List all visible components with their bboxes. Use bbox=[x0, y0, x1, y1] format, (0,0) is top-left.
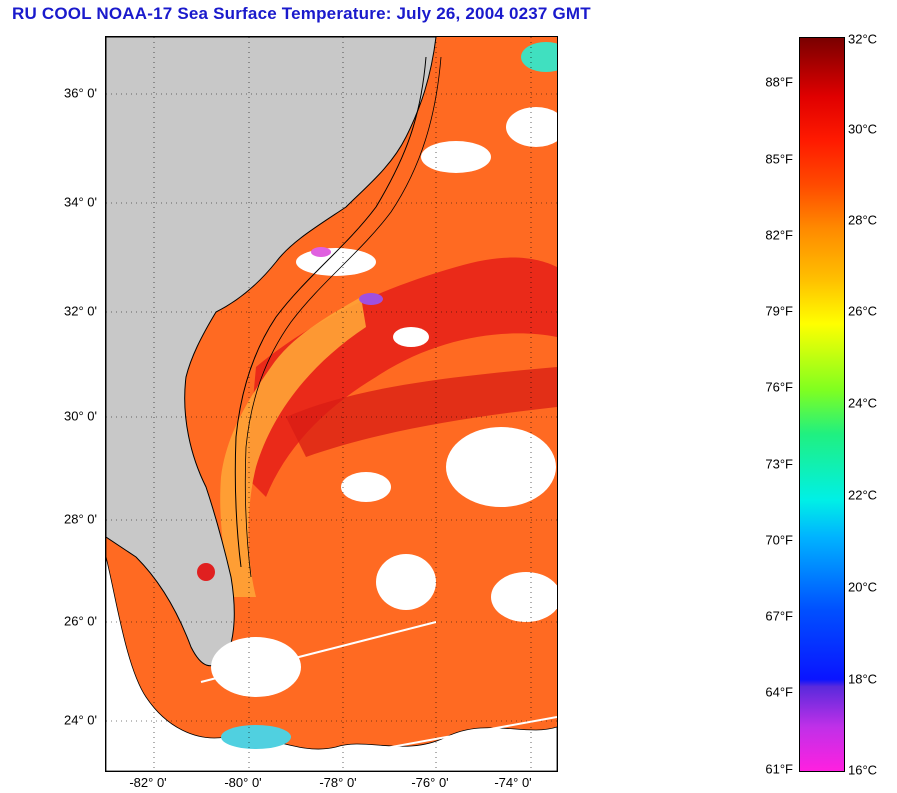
colorbar-celsius-label: 32°C bbox=[848, 31, 878, 47]
cloud-patch bbox=[421, 141, 491, 173]
swath-edge bbox=[335, 716, 557, 758]
colorbar-celsius-label: 26°C bbox=[848, 303, 878, 319]
latitude-label: 36° 0' bbox=[64, 85, 97, 101]
cloud-patch bbox=[506, 107, 557, 147]
colorbar-celsius-label: 18°C bbox=[848, 671, 878, 687]
latitude-label: 26° 0' bbox=[64, 613, 97, 629]
sst-map-canvas bbox=[106, 37, 557, 771]
colorbar-fahrenheit-label: 73°F bbox=[765, 456, 793, 472]
gulf-stream-core bbox=[246, 257, 557, 497]
colorbar-fahrenheit-label: 76°F bbox=[765, 379, 793, 395]
colorbar-celsius-label: 20°C bbox=[848, 579, 878, 595]
colorbar-celsius-label: 22°C bbox=[848, 487, 878, 503]
colorbar-fahrenheit-label: 88°F bbox=[765, 74, 793, 90]
latitude-label: 28° 0' bbox=[64, 511, 97, 527]
swath-edge bbox=[200, 621, 437, 683]
colorbar-celsius-label: 28°C bbox=[848, 212, 878, 228]
colorbar-fahrenheit-label: 82°F bbox=[765, 227, 793, 243]
cloud-patch bbox=[376, 554, 436, 610]
depth-contour bbox=[234, 56, 427, 568]
sst-map[interactable] bbox=[105, 36, 558, 772]
colorbar-fahrenheit-label: 79°F bbox=[765, 303, 793, 319]
colorbar-celsius-label: 24°C bbox=[848, 395, 878, 411]
colorbar-fahrenheit-label: 61°F bbox=[765, 761, 793, 777]
cloud-patch bbox=[491, 572, 557, 622]
latitude-label: 24° 0' bbox=[64, 712, 97, 728]
colorbar-fahrenheit-label: 70°F bbox=[765, 532, 793, 548]
colorbar-celsius-label: 30°C bbox=[848, 121, 878, 137]
longitude-label: -78° 0' bbox=[319, 775, 357, 790]
colorbar-fahrenheit-label: 64°F bbox=[765, 684, 793, 700]
cloud-patch bbox=[393, 327, 429, 347]
colorbar-fahrenheit-label: 67°F bbox=[765, 608, 793, 624]
grid-lines bbox=[106, 37, 557, 771]
depth-contour bbox=[244, 56, 442, 578]
colorbar-fahrenheit-label: 85°F bbox=[765, 151, 793, 167]
cool-water-patch bbox=[359, 293, 383, 305]
latitude-label: 30° 0' bbox=[64, 408, 97, 424]
longitude-label: -74° 0' bbox=[494, 775, 532, 790]
gulf-stream-band bbox=[286, 367, 557, 457]
cool-water-patch bbox=[197, 563, 215, 581]
land-south bbox=[106, 457, 557, 771]
land-mainland bbox=[106, 37, 437, 667]
latitude-label: 32° 0' bbox=[64, 303, 97, 319]
cloud-patch bbox=[341, 472, 391, 502]
cool-water-patch bbox=[311, 247, 331, 257]
cool-water-patch bbox=[521, 42, 557, 72]
temperature-colorbar bbox=[799, 37, 845, 772]
longitude-label: -80° 0' bbox=[224, 775, 262, 790]
longitude-label: -82° 0' bbox=[129, 775, 167, 790]
map-title: RU COOL NOAA-17 Sea Surface Temperature:… bbox=[12, 4, 591, 23]
cloud-patch bbox=[446, 427, 556, 507]
latitude-label: 34° 0' bbox=[64, 194, 97, 210]
colorbar-celsius-label: 16°C bbox=[848, 762, 878, 778]
shelf-water bbox=[220, 297, 366, 597]
cool-water-patch bbox=[221, 725, 291, 749]
longitude-label: -76° 0' bbox=[411, 775, 449, 790]
